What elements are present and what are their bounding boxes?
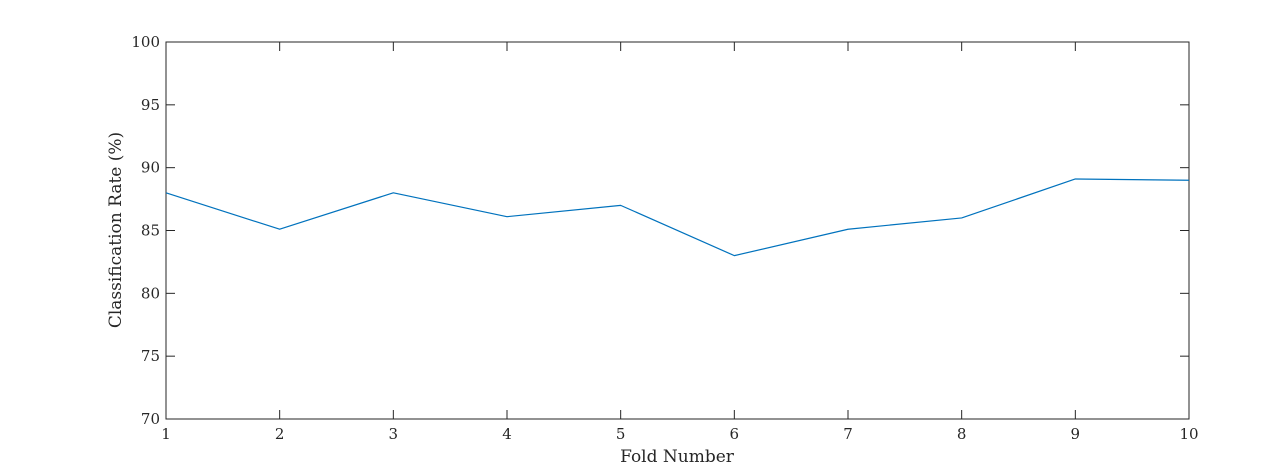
data-point — [619, 204, 622, 207]
y-tick-label: 95 — [141, 96, 160, 114]
y-axis-label: Classification Rate (%) — [106, 132, 126, 328]
tick-labels: 1 2 3 4 5 6 7 8 9 10 70 75 80 85 90 95 100 — [131, 33, 1198, 443]
data-point — [1074, 177, 1077, 180]
series-layer — [165, 177, 1191, 257]
x-tick-label: 5 — [616, 425, 626, 443]
y-tick-label: 80 — [141, 284, 160, 302]
x-tick-label: 2 — [275, 425, 285, 443]
data-point — [960, 216, 963, 219]
data-point — [278, 228, 281, 231]
x-tick-label: 10 — [1179, 425, 1198, 443]
y-tick-label: 70 — [141, 410, 160, 428]
x-tick-label: 8 — [957, 425, 967, 443]
data-point — [733, 254, 736, 257]
y-tick-label: 85 — [141, 222, 160, 240]
x-tick-label: 7 — [843, 425, 853, 443]
y-tick-label: 100 — [131, 33, 160, 51]
data-point — [1188, 179, 1191, 182]
x-tick-label: 4 — [502, 425, 512, 443]
x-tick-label: 6 — [730, 425, 740, 443]
x-tick-label: 3 — [389, 425, 399, 443]
x-tick-label: 9 — [1071, 425, 1081, 443]
x-tick-label: 1 — [161, 425, 171, 443]
axis-ticks — [165, 41, 1190, 420]
y-tick-label: 75 — [141, 347, 160, 365]
y-tick-label: 90 — [141, 159, 160, 177]
series-line — [165, 178, 1190, 257]
data-point — [392, 191, 395, 194]
x-axis-label: Fold Number — [620, 447, 735, 467]
data-point — [506, 215, 509, 218]
data-point — [847, 228, 850, 231]
data-point — [165, 191, 168, 194]
